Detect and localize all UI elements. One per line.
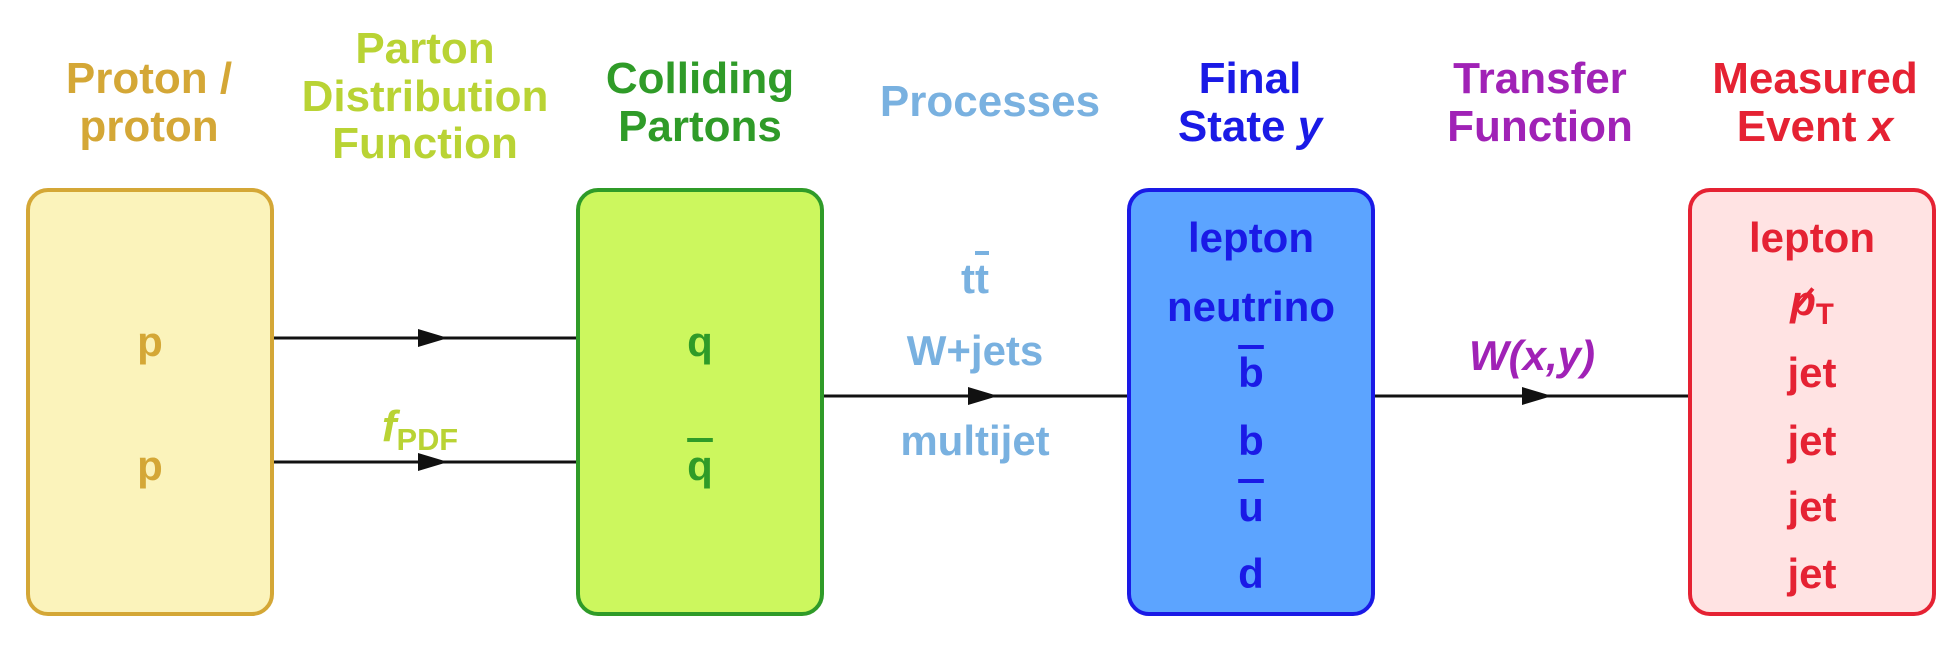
- arrow-proton1-to-parton: [272, 329, 578, 347]
- ttbar-t: t: [961, 255, 975, 302]
- pdf-subscript: PDF: [396, 422, 459, 458]
- proton-item: p: [137, 442, 163, 489]
- proton-box: [26, 188, 274, 616]
- final-item-bar: u: [1238, 483, 1264, 530]
- measured-item: jet: [1787, 483, 1837, 530]
- arrow-final-to-measured: [1374, 387, 1688, 405]
- header-pdf-line2: Distribution: [301, 71, 549, 121]
- pdf-symbol: f: [381, 402, 397, 451]
- arrow-parton-to-final: [824, 387, 1127, 405]
- final-item: lepton: [1188, 214, 1314, 261]
- header-proton-line1: Proton /: [65, 54, 233, 103]
- header-measured-var: x: [1868, 101, 1894, 151]
- header-final-word: State: [1177, 101, 1286, 151]
- header-colliding-line1: Colliding: [605, 54, 795, 103]
- header-colliding-partons: Colliding Partons: [570, 55, 830, 150]
- measured-item: jet: [1787, 550, 1837, 597]
- process-label: multijet: [900, 417, 1050, 464]
- process-label: W+jets: [906, 327, 1044, 374]
- ttbar-tbar: t: [975, 255, 989, 302]
- pdf-label: fPDF: [382, 405, 458, 456]
- header-pdf: Parton Distribution Function: [290, 25, 560, 168]
- parton-box: [576, 188, 824, 616]
- header-final-state: Final State y: [1120, 55, 1380, 150]
- header-final-line1: Final: [1198, 54, 1302, 103]
- header-pdf-line3: Function: [332, 119, 518, 169]
- measured-item: jet: [1787, 349, 1837, 396]
- header-proton-line2: proton: [79, 101, 219, 151]
- final-item: neutrino: [1167, 283, 1335, 330]
- header-measured-line1: Measured: [1712, 54, 1918, 103]
- measured-item: lepton: [1749, 214, 1875, 261]
- final-item: d: [1238, 550, 1264, 597]
- final-item-bar: b: [1238, 349, 1264, 396]
- measured-item-met: pT: [1790, 280, 1834, 331]
- header-measured-line2: Event x: [1680, 101, 1950, 151]
- header-final-var: y: [1297, 101, 1323, 151]
- process-label-ttbar: tt: [961, 258, 989, 300]
- header-measured-word: Event: [1736, 101, 1857, 151]
- header-colliding-line2: Partons: [618, 101, 782, 151]
- measured-event-box: [1688, 188, 1936, 616]
- parton-item: q: [687, 318, 713, 365]
- transfer-label: W(x,y): [1469, 332, 1595, 379]
- header-processes-line1: Processes: [879, 77, 1101, 126]
- parton-item-bar: q: [687, 442, 713, 489]
- measured-item: jet: [1787, 417, 1837, 464]
- header-transfer-line1: Transfer: [1453, 54, 1627, 103]
- arrow-proton2-to-parton: [272, 453, 578, 471]
- header-transfer-function: Transfer Function: [1410, 55, 1670, 150]
- ttbar-text: tt: [961, 255, 989, 302]
- met-symbol: p: [1790, 280, 1816, 322]
- proton-item: p: [137, 318, 163, 365]
- header-pdf-line1: Parton: [355, 24, 495, 73]
- header-processes: Processes: [860, 78, 1120, 126]
- final-state-box: [1127, 188, 1375, 616]
- header-transfer-line2: Function: [1447, 101, 1633, 151]
- met-subscript: T: [1815, 297, 1834, 331]
- header-proton: Proton / proton: [24, 55, 274, 150]
- final-item: b: [1238, 417, 1264, 464]
- header-measured-event: Measured Event x: [1680, 55, 1950, 150]
- header-final-line2: State y: [1120, 101, 1380, 151]
